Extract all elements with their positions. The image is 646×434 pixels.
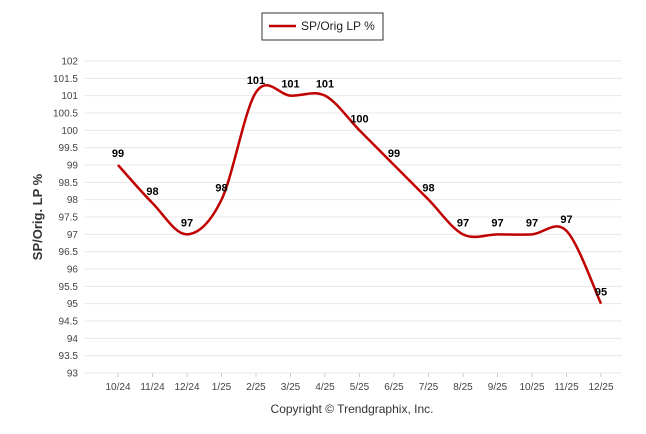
y-tick-label: 99: [67, 161, 79, 172]
y-tick-label: 97: [67, 230, 79, 241]
y-tick-label: 100.5: [53, 109, 78, 120]
x-axis-ticks: 10/24 11/24 12/24 1/25 2/25 3/25 4/25 5/25 6/25 7…: [105, 373, 614, 393]
data-label: 97: [181, 217, 193, 229]
y-axis-label: SP/Orig. LP %: [30, 173, 45, 260]
data-label-layer: 99 98 97 98 101 101 101 100 99 98 97 97 97 97 95: [112, 75, 607, 298]
x-tick-label: 2/25: [246, 382, 266, 393]
y-tick-label: 95.5: [59, 282, 79, 293]
data-label: 95: [595, 287, 607, 299]
y-tick-label: 99.5: [59, 143, 79, 154]
y-tick-label: 93: [67, 369, 79, 380]
legend: SP/Orig LP %: [261, 12, 384, 41]
copyright-footer: Copyright © Trendgraphix, Inc.: [271, 402, 434, 416]
y-tick-label: 96.5: [59, 247, 79, 258]
y-tick-label: 95: [67, 299, 79, 310]
x-tick-label: 7/25: [419, 382, 439, 393]
data-label: 98: [422, 183, 434, 195]
grid-lines: [84, 60, 622, 374]
x-tick-label: 10/24: [105, 382, 130, 393]
y-tick-label: 100: [61, 126, 78, 137]
y-tick-label: 94: [67, 334, 79, 345]
x-tick-label: 5/25: [350, 382, 370, 393]
x-tick-label: 6/25: [384, 382, 404, 393]
x-tick-label: 4/25: [315, 382, 335, 393]
y-tick-label: 101.5: [53, 74, 78, 85]
x-tick-label: 11/25: [554, 382, 579, 393]
x-tick-label: 1/25: [212, 382, 232, 393]
series-line-layer: [117, 84, 603, 305]
y-axis-ticks: 102 101.5 101 100.5 100 99.5 99 98.5 98 97.5 97 96.…: [53, 57, 78, 380]
y-tick-label: 97.5: [59, 213, 79, 224]
data-label: 97: [526, 217, 538, 229]
legend-entry: SP/Orig LP %: [301, 19, 375, 33]
x-tick-label: 10/25: [519, 382, 544, 393]
y-tick-label: 98: [67, 195, 79, 206]
x-tick-label: 12/24: [174, 382, 199, 393]
data-label: 101: [247, 75, 265, 87]
data-label: 99: [388, 148, 400, 160]
data-label: 97: [457, 217, 469, 229]
data-label: 99: [112, 148, 124, 160]
data-label: 101: [316, 79, 334, 91]
y-tick-label: 94.5: [59, 317, 79, 328]
y-tick-label: 101: [61, 91, 78, 102]
data-label: 97: [560, 214, 572, 226]
data-label: 100: [350, 113, 368, 125]
x-tick-label: 3/25: [281, 382, 301, 393]
x-tick-label: 11/24: [140, 382, 165, 393]
data-label: 98: [146, 186, 158, 198]
y-tick-label: 98.5: [59, 178, 79, 189]
data-label: 98: [215, 183, 227, 195]
y-tick-label: 93.5: [59, 351, 79, 362]
y-tick-label: 102: [61, 57, 78, 68]
x-tick-label: 9/25: [488, 382, 508, 393]
y-tick-label: 96: [67, 265, 79, 276]
x-tick-label: 12/25: [588, 382, 613, 393]
series-line: [117, 84, 603, 305]
data-label: 97: [491, 217, 503, 229]
data-label: 101: [281, 79, 299, 91]
x-tick-label: 8/25: [453, 382, 473, 393]
